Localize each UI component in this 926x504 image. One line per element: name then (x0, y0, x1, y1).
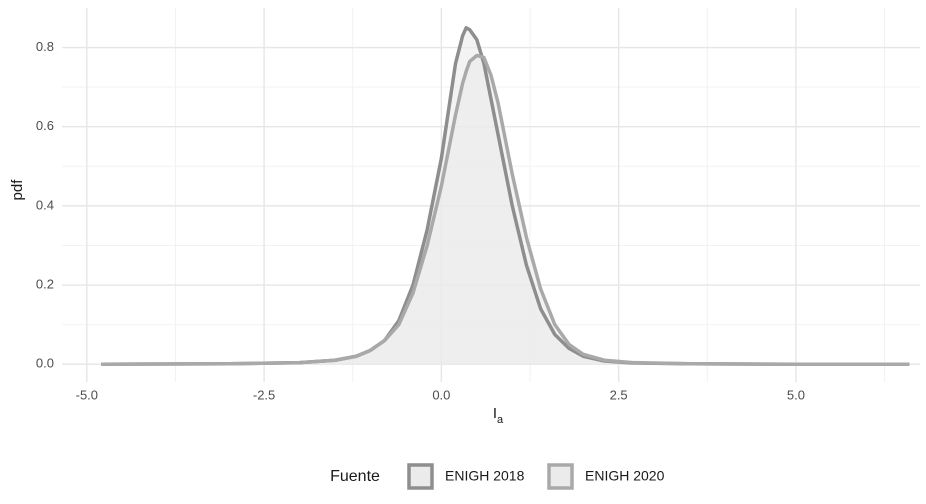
legend-label: ENIGH 2018 (445, 468, 525, 484)
x-tick-label: -2.5 (253, 387, 275, 402)
y-tick-label: 0.4 (36, 197, 54, 212)
x-tick-label: -5.0 (76, 387, 98, 402)
y-tick-label: 0.2 (36, 276, 54, 291)
x-axis-label-sub: a (497, 414, 504, 426)
legend-title: Fuente (330, 468, 380, 485)
legend-key (407, 463, 434, 490)
legend-key (547, 463, 574, 490)
x-tick-label: 5.0 (787, 387, 805, 402)
y-axis-label: pdf (9, 179, 26, 201)
y-tick-label: 0.6 (36, 118, 54, 133)
x-tick-label: 0.0 (432, 387, 450, 402)
legend-label: ENIGH 2020 (585, 468, 665, 484)
x-axis-label-main: I (493, 405, 497, 422)
y-tick-label: 0.0 (36, 356, 54, 371)
density-line (100, 53, 910, 366)
density-area (101, 55, 910, 365)
x-tick-label: 2.5 (610, 387, 628, 402)
x-axis-label: Ia (493, 405, 504, 426)
y-tick-label: 0.8 (36, 39, 54, 54)
